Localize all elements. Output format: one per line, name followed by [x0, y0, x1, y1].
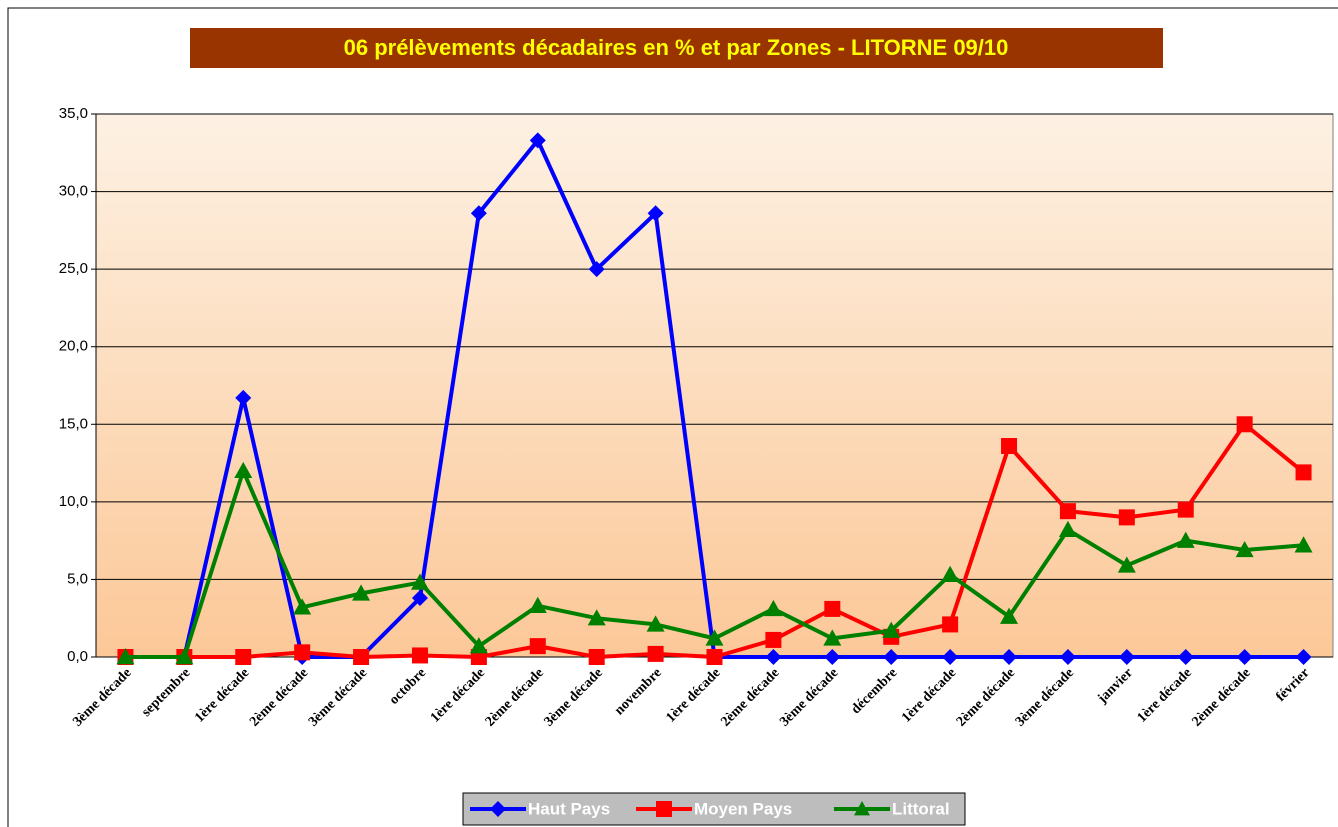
marker — [1058, 520, 1077, 537]
y-tick-label: 0,0 — [67, 648, 88, 665]
plot-area — [95, 113, 1334, 658]
y-tick-label: 25,0 — [59, 260, 88, 277]
y-tick-label: 30,0 — [59, 183, 88, 200]
marker — [234, 461, 253, 479]
y-tick-label: 35,0 — [59, 105, 88, 122]
legend-label: Haut Pays — [528, 799, 610, 818]
marker — [656, 801, 672, 817]
marker — [411, 590, 428, 607]
marker — [941, 565, 960, 582]
marker — [1118, 509, 1135, 526]
marker — [1059, 503, 1076, 520]
marker — [470, 205, 487, 222]
marker — [854, 801, 870, 816]
y-tick-label: 15,0 — [59, 415, 88, 432]
marker — [588, 261, 605, 278]
marker — [1295, 649, 1312, 665]
marker — [587, 609, 606, 626]
marker — [528, 596, 547, 614]
marker — [942, 649, 959, 665]
marker — [235, 389, 252, 406]
chart-title: 06 prélèvements décadaires en % et par Z… — [344, 35, 1009, 60]
marker — [1177, 501, 1194, 518]
marker — [1059, 649, 1076, 665]
marker — [882, 621, 901, 638]
marker — [1001, 438, 1018, 455]
marker — [942, 616, 959, 633]
marker — [883, 649, 900, 665]
title-box — [190, 28, 1163, 68]
y-tick-label: 10,0 — [59, 493, 88, 510]
marker — [824, 649, 841, 665]
marker — [1001, 649, 1018, 665]
marker — [1235, 540, 1254, 558]
marker — [529, 638, 546, 655]
marker — [1295, 464, 1312, 481]
marker — [823, 629, 842, 646]
marker — [410, 573, 429, 590]
marker — [116, 648, 135, 665]
marker — [765, 649, 782, 665]
legend-label: Moyen Pays — [694, 799, 792, 818]
marker — [1117, 556, 1136, 573]
marker — [765, 631, 782, 648]
marker — [175, 648, 194, 665]
marker — [1000, 607, 1019, 624]
marker — [764, 599, 783, 617]
marker — [490, 801, 506, 817]
y-tick-label: 20,0 — [59, 338, 88, 355]
marker — [411, 647, 428, 664]
marker — [706, 649, 723, 665]
marker — [647, 205, 664, 222]
marker — [1236, 649, 1253, 665]
marker — [1176, 531, 1195, 548]
marker — [588, 649, 605, 665]
marker — [824, 600, 841, 617]
marker — [469, 637, 488, 654]
marker — [1236, 416, 1253, 433]
marker — [1118, 649, 1135, 665]
marker — [352, 584, 371, 601]
marker — [705, 629, 724, 646]
legend-label: Littoral — [892, 799, 950, 818]
marker — [294, 644, 311, 661]
marker — [235, 649, 252, 665]
marker — [646, 615, 665, 632]
marker — [1294, 536, 1313, 553]
marker — [353, 649, 370, 665]
marker — [529, 132, 546, 149]
marker — [647, 645, 664, 662]
y-tick-label: 5,0 — [67, 570, 88, 587]
marker — [1177, 649, 1194, 665]
marker — [293, 598, 312, 615]
